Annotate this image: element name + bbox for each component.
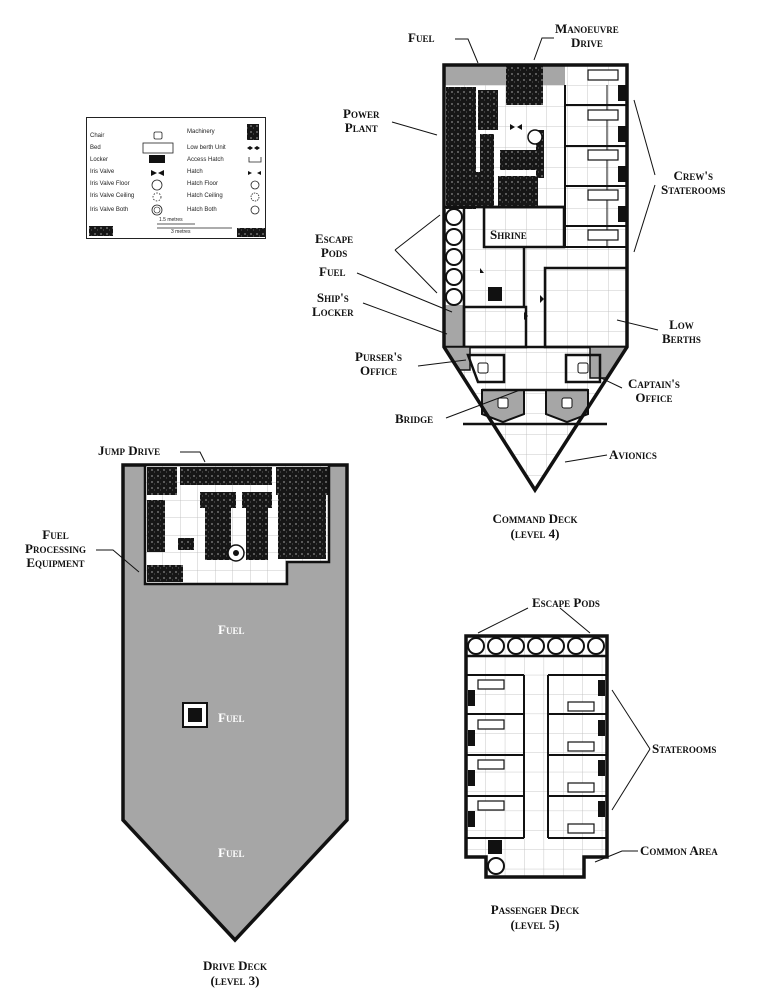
- passenger-staterooms: [466, 674, 607, 839]
- legend-label: Chair: [90, 133, 105, 139]
- scale-small-label: 1.5 metres: [159, 217, 183, 223]
- bed-icon: [142, 142, 174, 154]
- label-fuel-top: Fuel: [408, 30, 435, 45]
- legend-label: Hatch: [187, 169, 203, 175]
- power-plant-machinery: [446, 87, 544, 209]
- label-captains-office: Captain's Office: [628, 376, 680, 405]
- fuel-processing-equipment: [147, 565, 183, 582]
- caption-drive-deck: Drive Deck (level 3): [202, 958, 268, 988]
- label-shrine: Shrine: [490, 227, 527, 242]
- caption-passenger-deck: Passenger Deck (level 5): [490, 902, 580, 932]
- label-jump-drive: Jump Drive: [98, 443, 161, 458]
- label-bridge: Bridge: [395, 411, 434, 426]
- legend-label: Iris Valve: [90, 169, 115, 175]
- label-low-berths: Low Berths: [662, 317, 701, 346]
- label-power-plant: Power Plant: [343, 106, 380, 135]
- hatch-icon: [248, 171, 261, 175]
- access-hatch-icon: [248, 157, 262, 163]
- label-crews-staterooms: Crew's Staterooms: [661, 168, 726, 197]
- legend-label: Hatch Ceiling: [187, 193, 223, 199]
- command-deck: [442, 63, 629, 494]
- legend-label: Locker: [90, 157, 109, 163]
- label-fuel-processing: Fuel Processing Equipment: [25, 527, 86, 570]
- legend-label: Iris Valve Ceiling: [90, 193, 135, 199]
- label-drive-fuel-2: Fuel: [218, 710, 245, 725]
- label-escape-pods-passenger: Escape Pods: [532, 595, 600, 610]
- caption-command-deck: Command Deck (level 4): [492, 511, 578, 541]
- legend-label: Bed: [90, 145, 101, 151]
- scale-large-label: 3 metres: [171, 229, 191, 235]
- legend: Chair Bed Locker Iris Valve Iris Valve F…: [86, 117, 266, 239]
- iris-valve-icon: [151, 170, 164, 176]
- label-avionics: Avionics: [609, 447, 657, 462]
- legend-label: Hatch Floor: [187, 181, 219, 187]
- locker-icon: [468, 680, 605, 854]
- legend-label: Access Hatch: [187, 157, 224, 163]
- drive-deck: [121, 463, 349, 943]
- bed-icon: [477, 679, 595, 834]
- low-berth-icon: [247, 146, 260, 150]
- escape-pod-icon: [445, 208, 463, 306]
- label-common-area: Common Area: [640, 843, 718, 858]
- legend-label: Iris Valve Both: [90, 207, 129, 213]
- escape-pod-icon: [467, 637, 605, 875]
- manoeuvre-drive: [506, 65, 543, 105]
- iris-valve-icon: [480, 124, 544, 320]
- bed-icon: [587, 69, 619, 241]
- legend-label: Hatch Both: [187, 207, 217, 213]
- label-ships-locker: Ship's Locker: [312, 290, 354, 319]
- label-fuel-mid: Fuel: [319, 264, 346, 279]
- label-drive-fuel-1: Fuel: [218, 622, 245, 637]
- machinery-icon: [247, 124, 259, 140]
- label-drive-fuel-3: Fuel: [218, 845, 245, 860]
- label-staterooms: Staterooms: [652, 741, 717, 756]
- passenger-deck: [464, 634, 609, 879]
- crew-staterooms: [564, 85, 627, 248]
- chair-icon: [477, 362, 589, 409]
- label-escape-pods: Escape Pods: [315, 231, 354, 260]
- legend-label: Machinery: [187, 129, 215, 135]
- label-manoeuvre-drive: Manoeuvre Drive: [555, 21, 619, 50]
- leader-lines: [96, 37, 659, 863]
- locker-icon: [488, 85, 626, 301]
- locker-icon: [149, 155, 165, 163]
- jump-drive-machinery: [147, 467, 328, 562]
- legend-label: Low berth Unit: [187, 145, 226, 151]
- legend-symbols: [89, 124, 265, 237]
- label-pursers-office: Purser's Office: [355, 349, 403, 378]
- legend-label: Iris Valve Floor: [90, 181, 130, 187]
- chair-icon: [153, 131, 163, 140]
